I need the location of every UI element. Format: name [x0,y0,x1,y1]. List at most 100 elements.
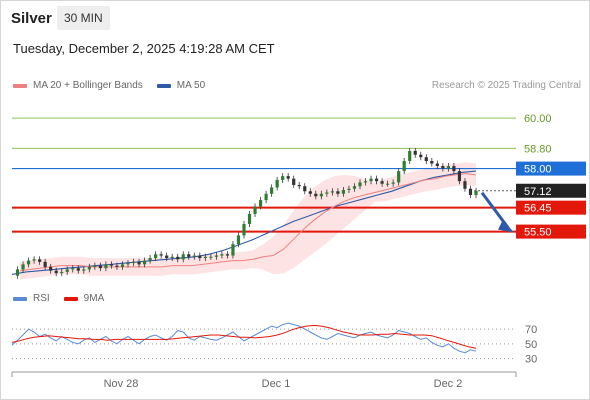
rsi-level-label: 30 [525,354,537,366]
candle-body [457,171,462,182]
copyright-text: Research © 2025 Trading Central [431,80,581,91]
candle-body [402,161,406,172]
candle-body [325,192,329,194]
candle-body [38,259,42,262]
candle-body [297,184,301,187]
candle-body [148,258,152,261]
x-tick-label: Nov 28 [104,378,139,390]
candle-body [281,176,285,180]
candle-body [292,178,296,185]
candle-body [264,193,268,201]
candle-body [247,213,252,225]
rsi-line [11,322,477,354]
candle-body [76,268,80,271]
ma50-swatch [156,83,171,88]
candle-body [258,200,263,207]
candle-body [430,161,434,164]
candle-body [131,261,136,264]
candle-body [446,166,450,169]
candle-body [408,150,412,162]
candle-body [303,186,307,192]
candle-body [286,176,290,179]
candle-body [181,254,185,260]
candle-body [104,264,108,269]
candle-body [374,178,379,182]
candle-body [159,254,163,256]
legend-ma50-label: MA 50 [176,80,206,91]
candle-body [358,182,362,187]
candle-body [474,190,478,196]
last-price-label: 57.12 [524,186,552,198]
legend-item-ma20: MA 20 + Bollinger Bands [13,80,143,91]
candle-body [336,191,340,194]
interval-badge[interactable]: 30 MIN [57,6,110,30]
candle-body [71,268,75,270]
candle-body [32,259,36,261]
candle-body [26,260,31,265]
candle-body [225,254,230,256]
candle-body [231,244,235,256]
candle-body [441,166,445,169]
bollinger-band [20,162,476,280]
candle-body [165,255,169,259]
candle-body [419,154,423,158]
last-price-tag [516,183,586,198]
rsi-legend: RSI 9MA [13,293,118,304]
chart-header: Silver 30 MIN [0,0,590,36]
candle-body [126,263,130,265]
candle-body [369,178,373,182]
candle-body [82,269,86,271]
candle-body [60,271,64,274]
candle-body [435,163,439,167]
candle-body [341,190,346,194]
candle-body [93,265,97,267]
candle-body [413,150,417,155]
candle-body [275,179,279,188]
legend-ma20-label: MA 20 + Bollinger Bands [33,80,143,91]
legend-rsi-ma-label: 9MA [83,293,105,304]
candle-body [198,255,202,259]
symbol-title: Silver [11,10,52,27]
candle-body [253,206,257,214]
candle-body [391,182,395,184]
level-tag-2 [516,161,586,176]
resistance-label-1: 58.80 [524,143,552,155]
projection-arrowhead [498,219,514,233]
candle-body [314,193,318,197]
candle-body [452,166,456,172]
rsi-ma-swatch [63,296,78,301]
datetime-label: Tuesday, December 2, 2025 4:19:28 AM CET [13,41,275,56]
candle-body [170,256,174,259]
level-label-5: 55.50 [524,227,552,239]
candle-body [330,191,334,193]
candle-body [43,261,47,267]
candle-body [220,254,224,256]
candle-body [214,255,218,257]
rsi-ma-line [11,324,477,349]
candle-body [54,270,58,274]
legend-rsi-label: RSI [33,293,50,304]
candle-body [154,254,158,259]
candle-body [308,191,312,194]
candle-body [236,235,241,245]
level-label-2: 58.00 [524,164,552,176]
candle-body [386,183,390,185]
candle-body [49,266,53,271]
rsi-level-label: 50 [525,339,537,351]
candle-body [319,193,323,197]
candle-body [397,171,401,183]
candle-body [142,260,147,265]
candle-body [15,269,20,276]
legend-item-rsi-ma: 9MA [63,293,105,304]
ma20-line [19,173,477,272]
candle-body [65,269,69,272]
candle-body [98,265,102,269]
candle-body [109,264,114,266]
candle-body [187,254,191,257]
x-tick-label: Dec 2 [434,378,463,390]
legend-item-ma50: MA 50 [156,80,206,91]
resistance-label-0: 60.00 [524,113,552,125]
level-label-4: 56.45 [524,203,552,215]
candle-body [21,264,25,270]
candle-body [347,188,351,190]
